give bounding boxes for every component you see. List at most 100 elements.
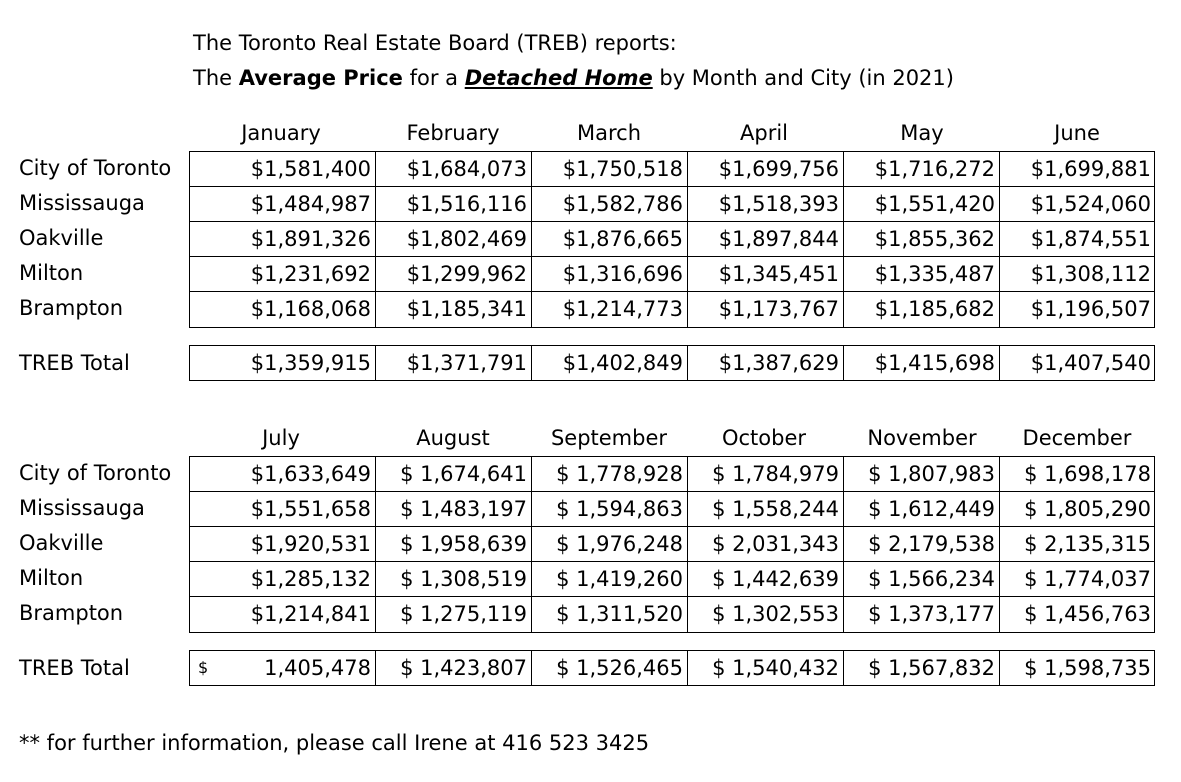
total-label: TREB Total [19,351,130,375]
price-cell: $ 1,698,178 [1000,457,1155,492]
city-label: Mississauga [19,496,145,520]
price-cell: $1,484,987 [190,187,376,222]
month-header: March [576,121,641,145]
total-cell: $1,387,629 [688,346,844,381]
total-cell: 1,405,478 [190,651,376,686]
price-cell: $ 1,805,290 [1000,492,1155,527]
price-cell: $1,633,649 [190,457,376,492]
city-price-grid: $1,581,400 $1,684,073 $1,750,518 $1,699,756… [189,151,1155,328]
city-label: City of Toronto [19,156,172,180]
price-cell: $1,699,756 [688,152,844,187]
month-header: August [416,426,490,450]
city-label: Milton [19,261,84,285]
price-cell: $1,214,773 [532,292,688,327]
price-cell: $1,684,073 [376,152,532,187]
price-cell: $1,299,962 [376,257,532,292]
total-label: TREB Total [19,656,130,680]
subtitle-average-price: Average Price [238,66,403,90]
price-cell: $1,524,060 [1000,187,1155,222]
price-cell: $ 1,456,763 [1024,602,1151,626]
city-label: Milton [19,566,84,590]
price-cell: $1,897,844 [688,222,844,257]
price-cell: $1,802,469 [376,222,532,257]
price-cell: $ 2,179,538 [844,527,1000,562]
price-cell: $ 1,807,983 [844,457,1000,492]
city-label: Oakville [19,531,104,555]
price-cell: $1,173,767 [688,292,844,327]
price-cell: $ 1,566,234 [844,562,1000,597]
total-row-grid: $1,359,915 $1,371,791 $1,402,849 $1,387,629… [189,345,1155,381]
report-subtitle: The Average Price for a Detached Home by… [193,66,954,90]
total-row-grid: 1,405,478 $ $ 1,423,807 $ 1,526,465 $ 1,540,… [189,650,1155,686]
total-cell: $1,415,698 [844,346,1000,381]
price-cell: $1,185,682 [844,292,1000,327]
total-cell: $1,359,915 [190,346,376,381]
month-header: February [406,121,500,145]
price-cell: $ 2,031,343 [688,527,844,562]
price-cell: $ 1,774,037 [1000,562,1155,597]
month-header: April [740,121,788,145]
price-cell: $ 1,558,244 [688,492,844,527]
city-label: City of Toronto [19,461,172,485]
price-cell: $1,185,341 [376,292,532,327]
price-cell: $1,335,487 [844,257,1000,292]
price-cell: $ 1,612,449 [844,492,1000,527]
price-cell: $1,581,400 [190,152,376,187]
price-cell: $1,699,881 [1000,152,1155,187]
currency-symbol: $ [198,658,209,677]
subtitle-part-1: The [193,66,239,90]
price-cell: $1,876,665 [532,222,688,257]
price-cell: $1,750,518 [532,152,688,187]
total-cell: $1,402,849 [532,346,688,381]
price-cell: $1,345,451 [688,257,844,292]
month-header: November [867,426,977,450]
total-cell: $ 1,598,735 [1024,656,1151,680]
price-cell: $ 1,674,641 [376,457,532,492]
price-cell: $ 1,419,260 [532,562,688,597]
city-label: Brampton [19,601,124,625]
price-cell: $ 1,594,863 [532,492,688,527]
price-cell: $1,582,786 [532,187,688,222]
price-cell: $ 1,976,248 [532,527,688,562]
total-cell: $ 1,423,807 [376,651,532,686]
price-cell: $1,855,362 [844,222,1000,257]
total-cell: $ 1,567,832 [844,651,1000,686]
price-cell: $1,316,696 [532,257,688,292]
month-header: July [262,426,300,450]
price-cell: $1,196,507 [1030,297,1151,321]
total-cell: $ 1,526,465 [532,651,688,686]
price-cell: $1,214,841 [190,597,376,632]
price-cell: $ 1,373,177 [844,597,1000,632]
price-cell: $ 1,784,979 [688,457,844,492]
price-cell: $1,231,692 [190,257,376,292]
price-cell: $ 1,483,197 [376,492,532,527]
price-cell: $ 1,778,928 [532,457,688,492]
price-cell: $ 1,958,639 [376,527,532,562]
price-cell: $1,518,393 [688,187,844,222]
price-cell: $1,308,112 [1000,257,1155,292]
month-header: January [241,121,321,145]
subtitle-part-2: for a [402,66,465,90]
city-price-grid: $1,633,649 $ 1,674,641 $ 1,778,928 $ 1,784,… [189,456,1155,633]
month-header: October [721,426,807,450]
price-cell: $ 1,308,519 [376,562,532,597]
price-cell: $1,891,326 [190,222,376,257]
city-label: Mississauga [19,191,145,215]
city-label: Brampton [19,296,124,320]
subtitle-detached-home: Detached Home [464,66,653,90]
price-cell: $1,874,551 [1000,222,1155,257]
month-header: May [900,121,944,145]
price-cell: $1,551,420 [844,187,1000,222]
price-cell: $ 2,135,315 [1000,527,1155,562]
total-cell: $1,407,540 [1030,351,1151,375]
price-cell: $ 1,275,119 [376,597,532,632]
total-cell: $1,371,791 [376,346,532,381]
price-cell: $ 1,311,520 [532,597,688,632]
city-label: Oakville [19,226,104,250]
month-header: December [1022,426,1132,450]
price-cell: $ 1,302,553 [688,597,844,632]
total-cell: $ 1,540,432 [688,651,844,686]
subtitle-part-3: by Month and City (in 2021) [652,66,954,90]
price-cell: $1,516,116 [376,187,532,222]
price-cell: $1,551,658 [190,492,376,527]
